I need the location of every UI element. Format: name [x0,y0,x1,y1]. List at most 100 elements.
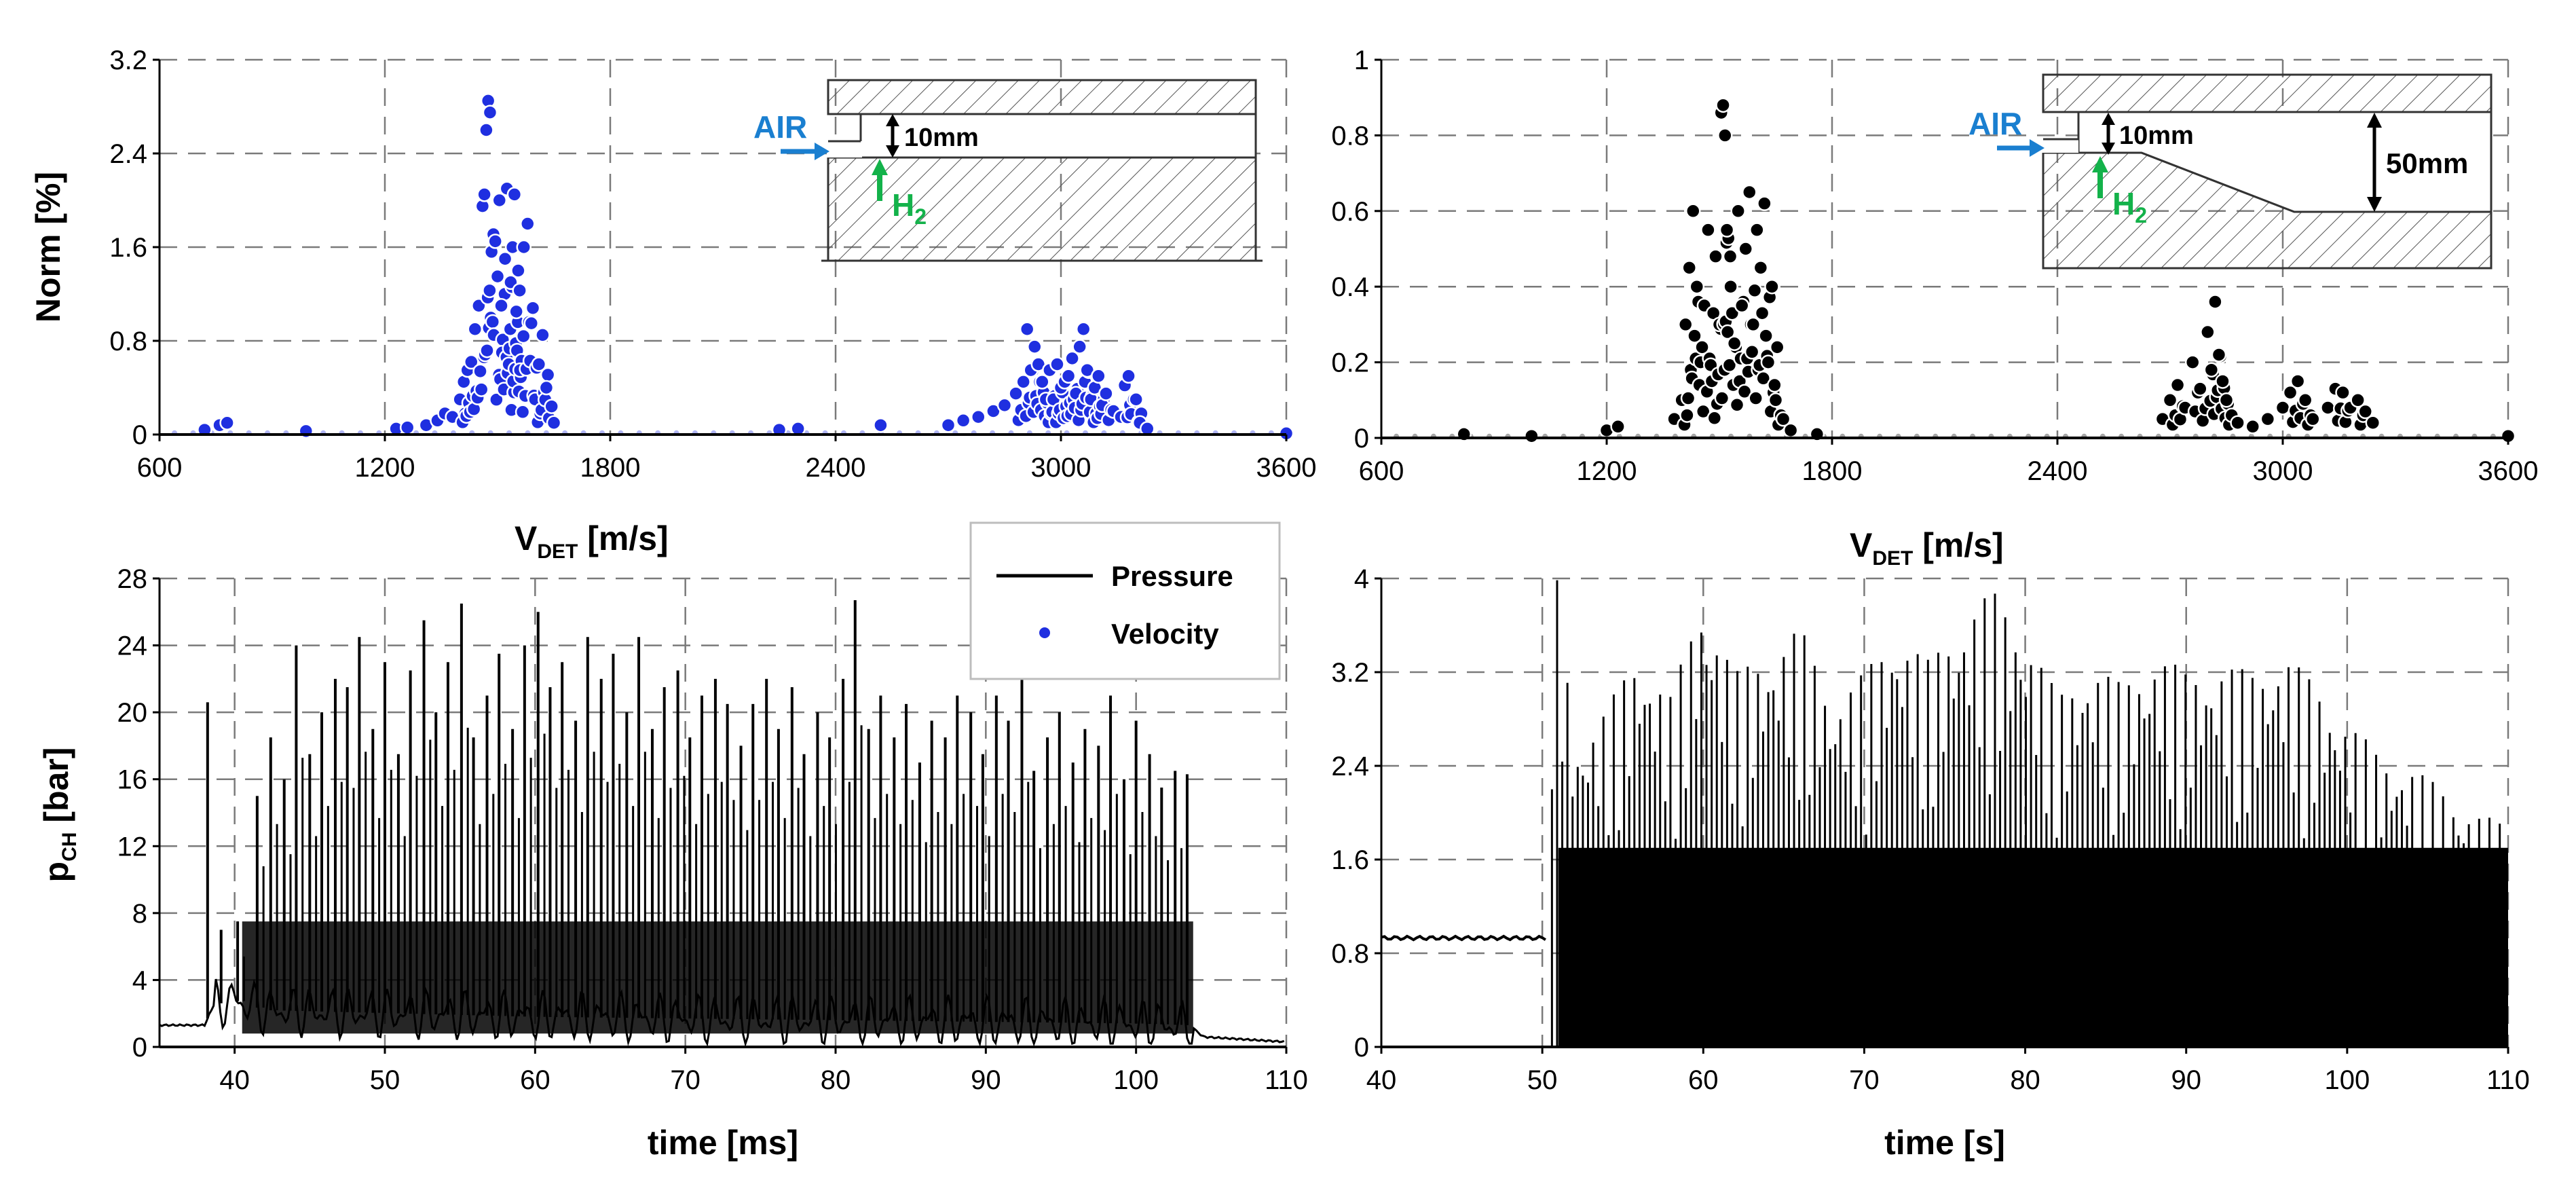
y-tick-label: 4 [1354,564,1369,594]
scatter-point-cluster [1729,397,1745,413]
x-axis-label-main: V [1850,526,1873,564]
scatter-point [2335,384,2351,401]
scatter-point [1757,196,1772,211]
scatter-point [1719,222,1735,238]
y-axis-label-sub: CH [58,832,81,862]
x-tick-label: 3000 [1031,453,1091,483]
scatter-point [1738,241,1753,257]
scatter-point [1019,321,1035,337]
y-tick-label: 0 [1354,424,1369,454]
scatter-point [2218,392,2235,408]
x-axis-label-top-left: VDET [m/s] [515,519,669,563]
scatter-point-cluster [1722,248,1738,264]
x-axis-label-top-right: VDET [m/s] [1850,526,2004,570]
scatter-point [996,397,1013,413]
y-tick-label: 0 [132,1033,147,1063]
scatter-point [467,321,483,337]
scatter-point-cluster [1767,377,1782,393]
h2-label: H2 [2112,186,2147,227]
scatter-point [1681,260,1697,276]
scatter-point [491,192,508,208]
y-tick-label: 4 [132,965,147,995]
x-tick-label: 2400 [806,453,866,483]
y-tick-label: 0.8 [1331,121,1369,151]
panel-top-right: 0 0.2 0.4 0.6 0.8 1 600 1200 1800 2400 3000 3600 V… [1331,45,2538,570]
scatter-point [2245,419,2260,435]
scatter-point [2275,400,2291,416]
scatter-point-cluster [479,342,495,358]
y-ticks-bottom-left: 0 4 8 12 16 20 24 28 [117,564,160,1063]
scatter-point [2184,354,2201,370]
h2-label-sub: 2 [914,204,927,229]
scatter-point-cluster [1754,305,1770,321]
scatter-point [1775,411,1791,427]
scatter-point [1524,428,1539,444]
gap-arrow-head-down [886,145,899,158]
scatter-point-cluster [485,314,501,330]
y-tick-label: 0.8 [1331,939,1369,969]
scatter-point [535,327,550,343]
y-tick-label: 0.8 [109,327,147,356]
scatter-point-cluster [544,399,559,414]
scatter-point [482,105,498,120]
scatter-point [2230,415,2245,430]
x-tick-label: 1200 [355,453,415,483]
scatter-point [2162,392,2178,408]
scatter-point [1726,335,1742,351]
panel-top-left: 0 0.8 1.6 2.4 3.2 600 1200 1800 2400 3000 3600 No… [29,45,1316,563]
legend: Pressure Velocity [969,521,1281,680]
x-tick-label: 3600 [1256,453,1317,483]
scatter-point [940,417,956,433]
x-tick-label: 80 [821,1065,851,1095]
marks-bottom-left [159,600,1285,1048]
x-axis-label-unit: [m/s] [578,519,668,557]
x-axis-label-bottom-right: time [s] [1884,1124,2005,1162]
height-label: 50mm [2386,147,2468,179]
scatter-point [2200,324,2216,340]
scatter-point-cluster [1679,407,1695,423]
scatter-point [1764,278,1780,295]
x-ticks-top-right: 600 1200 1800 2400 3000 3600 [1359,438,2538,486]
marks-top-left [172,93,1294,441]
scatter-point-cluster [1706,410,1723,426]
gap-label: 10mm [904,124,979,152]
scatter-point-cluster [512,282,527,299]
scatter-point [508,303,524,320]
marks-bottom-right [1381,580,2508,1047]
schematic-upper-wall [827,79,1257,115]
scatter-point-cluster [1758,328,1774,344]
scatter-point-cluster [1744,344,1760,360]
x-tick-label: 40 [219,1065,250,1095]
scatter-point [523,315,540,331]
schematic-top-left: 10mm AIR H2 [753,79,1263,262]
scatter-point-cluster [1748,390,1763,406]
scatter-point [2207,294,2223,310]
y-tick-label: 3.2 [109,45,147,75]
scatter-point [2305,411,2321,427]
scatter-point [1027,339,1043,354]
height-arrow-head-up [2367,113,2382,128]
scatter-point [1708,248,1723,264]
scatter-point [1742,184,1757,200]
scatter-point [1060,368,1077,384]
scatter-point [1689,278,1705,295]
scatter-point [219,415,235,430]
x-ticks-bottom-left: 40 50 60 70 80 90 100 110 [219,1047,1308,1095]
scatter-point [531,356,547,372]
scatter-point [1128,392,1144,407]
scatter-point [2297,392,2313,408]
schematic-inlet [2042,139,2078,153]
legend-velocity-label: Velocity [1111,618,1219,650]
x-axis-label-unit: [m/s] [1913,526,2003,564]
panel-bottom-right: 0 0.8 1.6 2.4 3.2 4 40 50 60 70 80 90 100 110 time [… [1331,564,2530,1162]
h2-arrow-head [872,159,888,175]
scatter-point [1098,386,1114,401]
scatter-point [477,187,492,202]
y-axis-label-bottom-left: pCH [bar] [37,748,81,883]
y-tick-label: 20 [117,698,148,728]
x-tick-label: 100 [2324,1065,2370,1095]
x-axis-label-main: V [515,519,538,557]
scatter-point [1730,203,1746,219]
y-ticks-top-left: 0 0.8 1.6 2.4 3.2 [109,45,160,450]
